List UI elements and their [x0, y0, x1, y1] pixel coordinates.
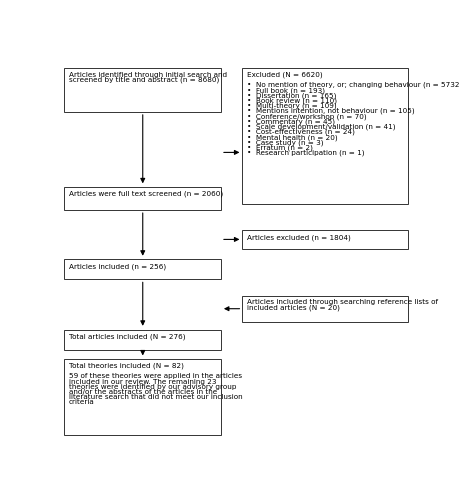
FancyBboxPatch shape — [242, 230, 408, 248]
Text: screened by title and abstract (n = 8680): screened by title and abstract (n = 8680… — [69, 77, 219, 84]
Text: Articles were full text screened (n = 2060): Articles were full text screened (n = 20… — [69, 191, 223, 198]
FancyBboxPatch shape — [242, 296, 408, 322]
FancyBboxPatch shape — [65, 68, 221, 112]
Text: Excluded (N = 6620): Excluded (N = 6620) — [246, 72, 322, 78]
Text: literature search that did not meet our inclusion: literature search that did not meet our … — [69, 394, 242, 400]
Text: •  Mentions intention, not behaviour (n = 105): • Mentions intention, not behaviour (n =… — [246, 108, 414, 114]
Text: included in our review. The remaining 23: included in our review. The remaining 23 — [69, 378, 216, 384]
Text: •  Erratum (n = 2): • Erratum (n = 2) — [246, 144, 313, 151]
Text: •  No mention of theory, or; changing behaviour (n = 5732): • No mention of theory, or; changing beh… — [246, 82, 459, 88]
Text: Articles included through searching reference lists of: Articles included through searching refe… — [246, 300, 437, 306]
Text: included articles (N = 20): included articles (N = 20) — [246, 304, 340, 311]
Text: •  Commentary (n = 45): • Commentary (n = 45) — [246, 118, 335, 125]
Text: •  Dissertation (n = 165): • Dissertation (n = 165) — [246, 92, 336, 99]
Text: •  Case study (n = 3): • Case study (n = 3) — [246, 139, 323, 145]
Text: •  Mental health (n = 20): • Mental health (n = 20) — [246, 134, 337, 140]
Text: Articles included (n = 256): Articles included (n = 256) — [69, 264, 166, 270]
Text: •  Scale development/validation (n = 41): • Scale development/validation (n = 41) — [246, 124, 395, 130]
Text: •  Cost-effectiveness (n = 24): • Cost-effectiveness (n = 24) — [246, 129, 354, 136]
Text: and/or the abstracts of the articles in the: and/or the abstracts of the articles in … — [69, 389, 217, 395]
FancyBboxPatch shape — [242, 68, 408, 204]
Text: •  Full book (n = 193): • Full book (n = 193) — [246, 87, 325, 94]
Text: •  Book review (n = 110): • Book review (n = 110) — [246, 98, 336, 104]
Text: •  Multi-theory (n = 109): • Multi-theory (n = 109) — [246, 103, 336, 110]
FancyBboxPatch shape — [65, 260, 221, 280]
Text: Total articles included (N = 276): Total articles included (N = 276) — [69, 334, 185, 340]
Text: Articles excluded (n = 1804): Articles excluded (n = 1804) — [246, 234, 350, 240]
Text: •  Research participation (n = 1): • Research participation (n = 1) — [246, 150, 364, 156]
FancyBboxPatch shape — [65, 359, 221, 436]
Text: Total theories included (N = 82): Total theories included (N = 82) — [69, 363, 184, 370]
Text: 59 of these theories were applied in the articles: 59 of these theories were applied in the… — [69, 374, 242, 380]
Text: criteria: criteria — [69, 400, 95, 406]
Text: theories were identified by our advisory group: theories were identified by our advisory… — [69, 384, 236, 390]
Text: •  Conference/workshop (n = 70): • Conference/workshop (n = 70) — [246, 113, 366, 119]
FancyBboxPatch shape — [65, 330, 221, 349]
FancyBboxPatch shape — [65, 187, 221, 210]
Text: Articles identified through initial search and: Articles identified through initial sear… — [69, 72, 227, 78]
